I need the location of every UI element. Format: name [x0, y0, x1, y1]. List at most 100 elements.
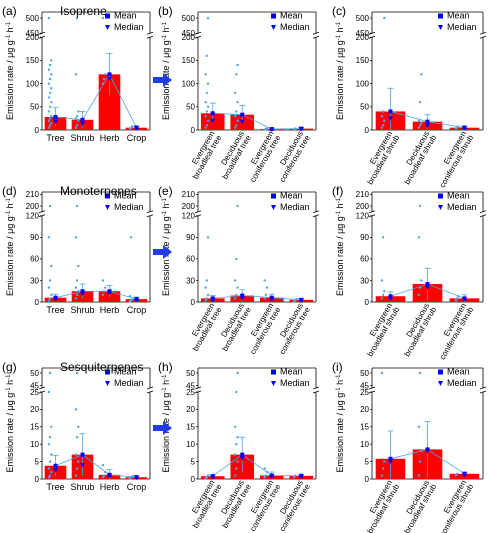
- data-point: [77, 119, 80, 122]
- data-point: [381, 293, 385, 297]
- flow-arrow: [153, 245, 172, 259]
- data-point: [47, 68, 51, 71]
- data-point: [50, 470, 53, 474]
- ylabel-sup: -1: [336, 387, 342, 393]
- legend-mean-label: Mean: [447, 367, 470, 377]
- y-tick-label: 15: [360, 423, 369, 432]
- data-point: [264, 474, 268, 477]
- ylabel-sup: -1: [336, 21, 342, 27]
- ylabel-sup: -1: [162, 374, 168, 380]
- data-point: [102, 77, 106, 81]
- x-tick-label: Evergreenbroadleaf tree: [184, 129, 224, 181]
- data-point: [48, 436, 52, 439]
- y-tick-label: 20: [30, 405, 39, 414]
- axis-break-mark: [146, 35, 154, 39]
- median-marker: [269, 127, 275, 133]
- ylabel-sup: -1: [6, 374, 12, 380]
- x-tick-label: Herb: [100, 482, 120, 492]
- data-point: [75, 204, 79, 208]
- y-tick-label: 60: [30, 255, 39, 264]
- legend-median-icon: [105, 381, 110, 386]
- mean-marker: [425, 282, 430, 287]
- data-point: [417, 119, 421, 122]
- y-tick-label: 30: [360, 276, 369, 285]
- y-tick-label: 450: [356, 29, 370, 38]
- y-tick-label: 25: [360, 388, 369, 397]
- data-point: [48, 474, 52, 477]
- data-point: [104, 73, 107, 76]
- y-tick-label: 450: [182, 29, 196, 38]
- data-point: [233, 453, 237, 456]
- median-marker: [210, 297, 216, 303]
- data-point: [205, 91, 209, 95]
- data-point: [204, 286, 207, 289]
- mean-connector: [212, 112, 302, 130]
- legend-median-icon: [438, 25, 443, 30]
- data-point: [74, 474, 78, 477]
- ylabel-sup: -1: [6, 387, 12, 393]
- data-point: [50, 100, 53, 104]
- y-tick-label: 90: [186, 233, 195, 242]
- mean-marker: [80, 117, 85, 122]
- legend-mean-label: Mean: [447, 191, 470, 201]
- data-point: [47, 390, 51, 394]
- data-point: [47, 16, 51, 20]
- data-point: [417, 293, 421, 297]
- y-tick-label: 90: [30, 233, 39, 242]
- data-point: [204, 73, 207, 76]
- data-point: [50, 425, 53, 428]
- y-tick-label: 0: [365, 126, 370, 135]
- y-tick-label: 0: [35, 298, 40, 307]
- x-tick-label: Tree: [46, 482, 64, 492]
- x-tick-label: Evergreenbroadleaf shrub: [359, 301, 402, 358]
- y-tick-label: 25: [186, 388, 195, 397]
- data-point: [233, 474, 237, 477]
- data-point: [104, 286, 107, 289]
- legend-median-label: Median: [280, 22, 310, 32]
- mean-connector: [55, 290, 137, 300]
- axis-break-mark: [146, 386, 154, 390]
- mean-marker: [240, 112, 245, 117]
- data-point: [50, 264, 53, 268]
- x-tick-label: Evergreenbroadleaf tree: [184, 301, 224, 353]
- median-marker: [388, 459, 393, 465]
- x-tick-label: Deciduousbroadleaf shrub: [396, 301, 439, 358]
- median-marker: [80, 463, 85, 468]
- y-tick-label: 0: [191, 298, 196, 307]
- legend-mean-icon: [438, 193, 443, 199]
- mean-marker: [388, 109, 393, 114]
- y-tick-label: 200: [182, 202, 196, 211]
- data-point: [102, 474, 106, 477]
- median-marker: [425, 449, 430, 454]
- data-point: [236, 460, 239, 463]
- data-point: [77, 425, 80, 428]
- legend-median-icon: [105, 205, 110, 210]
- data-point: [206, 16, 210, 20]
- y-tick-label: 100: [182, 79, 196, 88]
- axis-break-mark: [312, 31, 320, 35]
- axis-break-mark: [146, 31, 154, 35]
- data-point: [74, 73, 78, 76]
- ylabel-sup: -1: [162, 387, 168, 393]
- data-point: [75, 124, 79, 127]
- data-point: [454, 474, 458, 477]
- data-point: [101, 476, 105, 479]
- data-point: [75, 436, 79, 439]
- y-tick-label: 10: [360, 440, 369, 449]
- data-point: [74, 453, 78, 456]
- data-point: [233, 126, 237, 129]
- mean-marker: [53, 463, 58, 468]
- axis-break-mark: [194, 210, 202, 214]
- data-point: [50, 59, 53, 62]
- ylabel-sup: -1: [6, 197, 12, 203]
- y-tick-label: 100: [356, 79, 370, 88]
- data-point: [48, 124, 52, 127]
- data-point: [205, 110, 209, 113]
- data-point: [235, 124, 238, 127]
- data-point: [74, 236, 78, 239]
- y-tick-label: 5: [35, 457, 40, 466]
- data-point: [263, 476, 266, 479]
- y-tick-label: 50: [186, 103, 195, 112]
